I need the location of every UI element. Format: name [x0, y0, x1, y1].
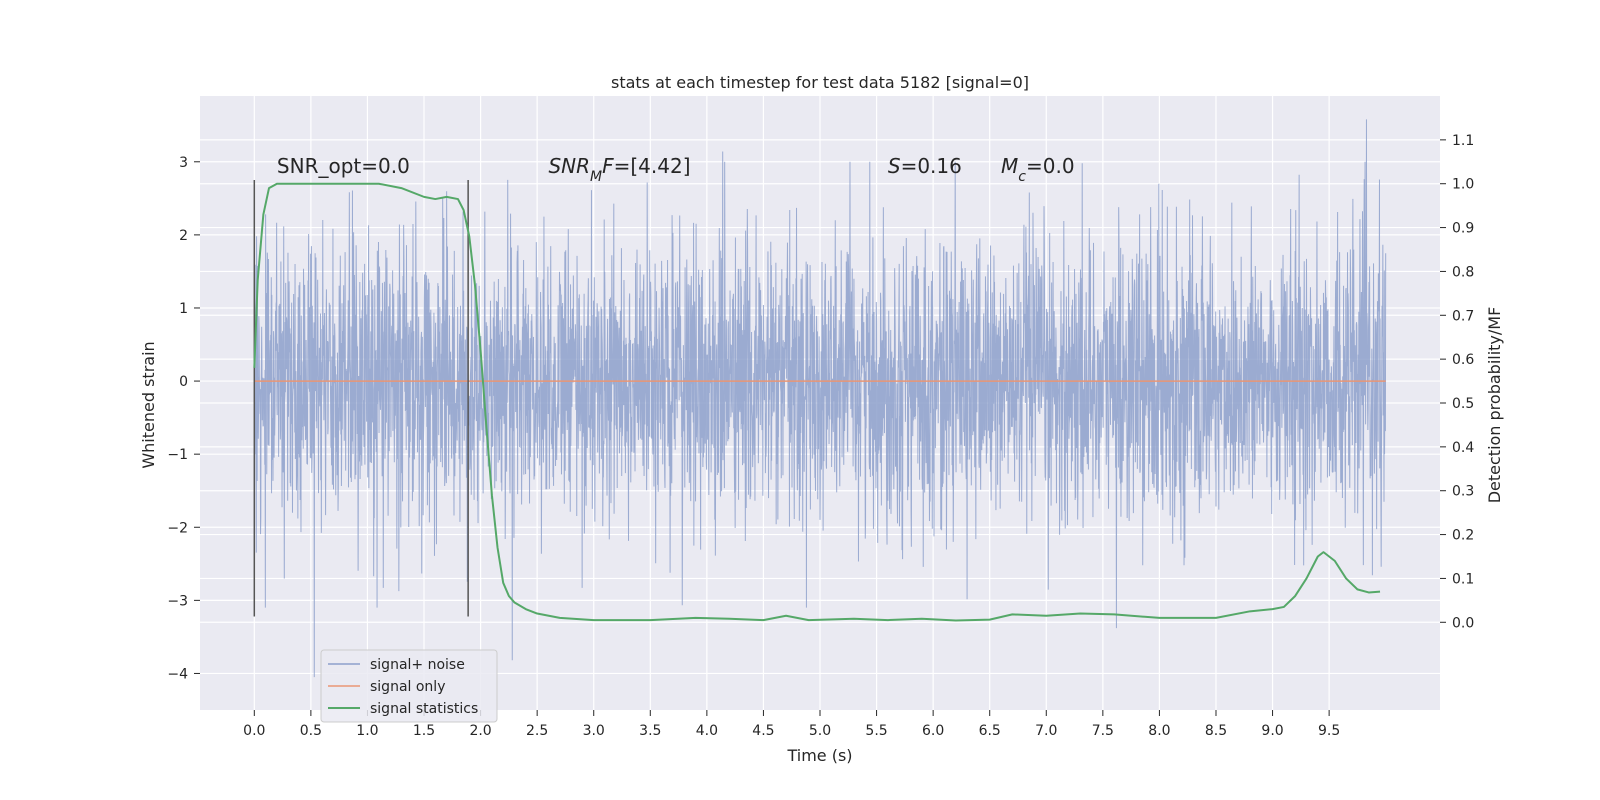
y-tick-label: −4	[167, 666, 188, 682]
y2-tick-label: 0.0	[1452, 615, 1474, 631]
vertical-markers	[253, 180, 469, 617]
x-tick-label: 4.5	[752, 723, 774, 739]
x-tick-label: 9.0	[1261, 723, 1283, 739]
y-tick-label: 1	[179, 301, 188, 317]
signal-statistics-series	[253, 182, 1381, 622]
x-tick-label: 2.0	[469, 723, 491, 739]
y2-ticks: 0.0 0.1 0.2 0.3 0.4 0.5 0.6 0.7 0.8 0.9 1.0 1.1	[1440, 133, 1474, 631]
y-tick-label: −1	[167, 447, 188, 463]
x-axis-label: Time (s)	[786, 746, 852, 765]
x-tick-label: 0.5	[300, 723, 322, 739]
chart-title: stats at each timestep for test data 518…	[611, 73, 1029, 92]
y-tick-label: 3	[179, 155, 188, 171]
y2-tick-label: 0.6	[1452, 352, 1474, 368]
x-tick-label: 4.0	[696, 723, 718, 739]
annotation-mc-value: Mc=0.0	[1001, 154, 1075, 185]
x-tick-label: 7.0	[1035, 723, 1057, 739]
signal-noise-series	[253, 119, 1387, 678]
y2-tick-label: 1.0	[1452, 177, 1474, 193]
x-ticks: 0.0 0.5 1.0 1.5 2.0 2.5 3.0 3.5 4.0 4.5 5.0 5.5 6.0 6…	[243, 710, 1340, 739]
y-ticks: −4 −3 −2 −1 0 1 2 3	[167, 155, 200, 682]
x-tick-label: 6.0	[922, 723, 944, 739]
x-tick-label: 7.5	[1092, 723, 1114, 739]
legend: signal+ noise signal only signal statist…	[320, 649, 498, 723]
y2-tick-label: 0.3	[1452, 484, 1474, 500]
legend-label-signal-noise: signal+ noise	[370, 657, 465, 673]
x-tick-label: 3.0	[583, 723, 605, 739]
x-tick-label: 5.5	[865, 723, 887, 739]
y2-tick-label: 0.9	[1452, 221, 1474, 237]
annotations: SNR_opt=0.0 SNRMF=[4.42] S=0.16 Mc=0.0	[277, 154, 1075, 185]
x-tick-label: 1.5	[413, 723, 435, 739]
annotation-snr-mf: SNRMF=[4.42]	[548, 154, 690, 185]
y2-tick-label: 0.7	[1452, 308, 1474, 324]
y-tick-label: −2	[167, 520, 188, 536]
y2-axis-label: Detection probability/MF	[1485, 307, 1504, 504]
x-tick-label: 5.0	[809, 723, 831, 739]
annotation-s-value: S=0.16	[888, 154, 962, 178]
y-tick-label: 2	[179, 228, 188, 244]
x-tick-label: 1.0	[356, 723, 378, 739]
annotation-snr-opt: SNR_opt=0.0	[277, 154, 410, 178]
legend-label-signal-statistics: signal statistics	[370, 701, 478, 717]
y-axis-label: Whitened strain	[139, 341, 158, 468]
x-tick-label: 8.5	[1205, 723, 1227, 739]
x-tick-label: 6.5	[979, 723, 1001, 739]
y2-tick-label: 0.2	[1452, 528, 1474, 544]
y2-tick-label: 0.1	[1452, 571, 1474, 587]
y-tick-label: −3	[167, 593, 188, 609]
x-tick-label: 3.5	[639, 723, 661, 739]
y2-tick-label: 0.5	[1452, 396, 1474, 412]
x-tick-label: 9.5	[1318, 723, 1340, 739]
x-tick-label: 8.0	[1148, 723, 1170, 739]
y2-tick-label: 0.4	[1452, 440, 1474, 456]
x-tick-label: 0.0	[243, 723, 265, 739]
x-tick-label: 2.5	[526, 723, 548, 739]
legend-label-signal-only: signal only	[370, 679, 445, 695]
y2-tick-label: 1.1	[1452, 133, 1474, 149]
y-tick-label: 0	[179, 374, 188, 390]
legend-box	[320, 649, 498, 723]
signal-statistics-line	[253, 182, 1381, 622]
y2-tick-label: 0.8	[1452, 264, 1474, 280]
signal-noise-line	[253, 119, 1387, 678]
